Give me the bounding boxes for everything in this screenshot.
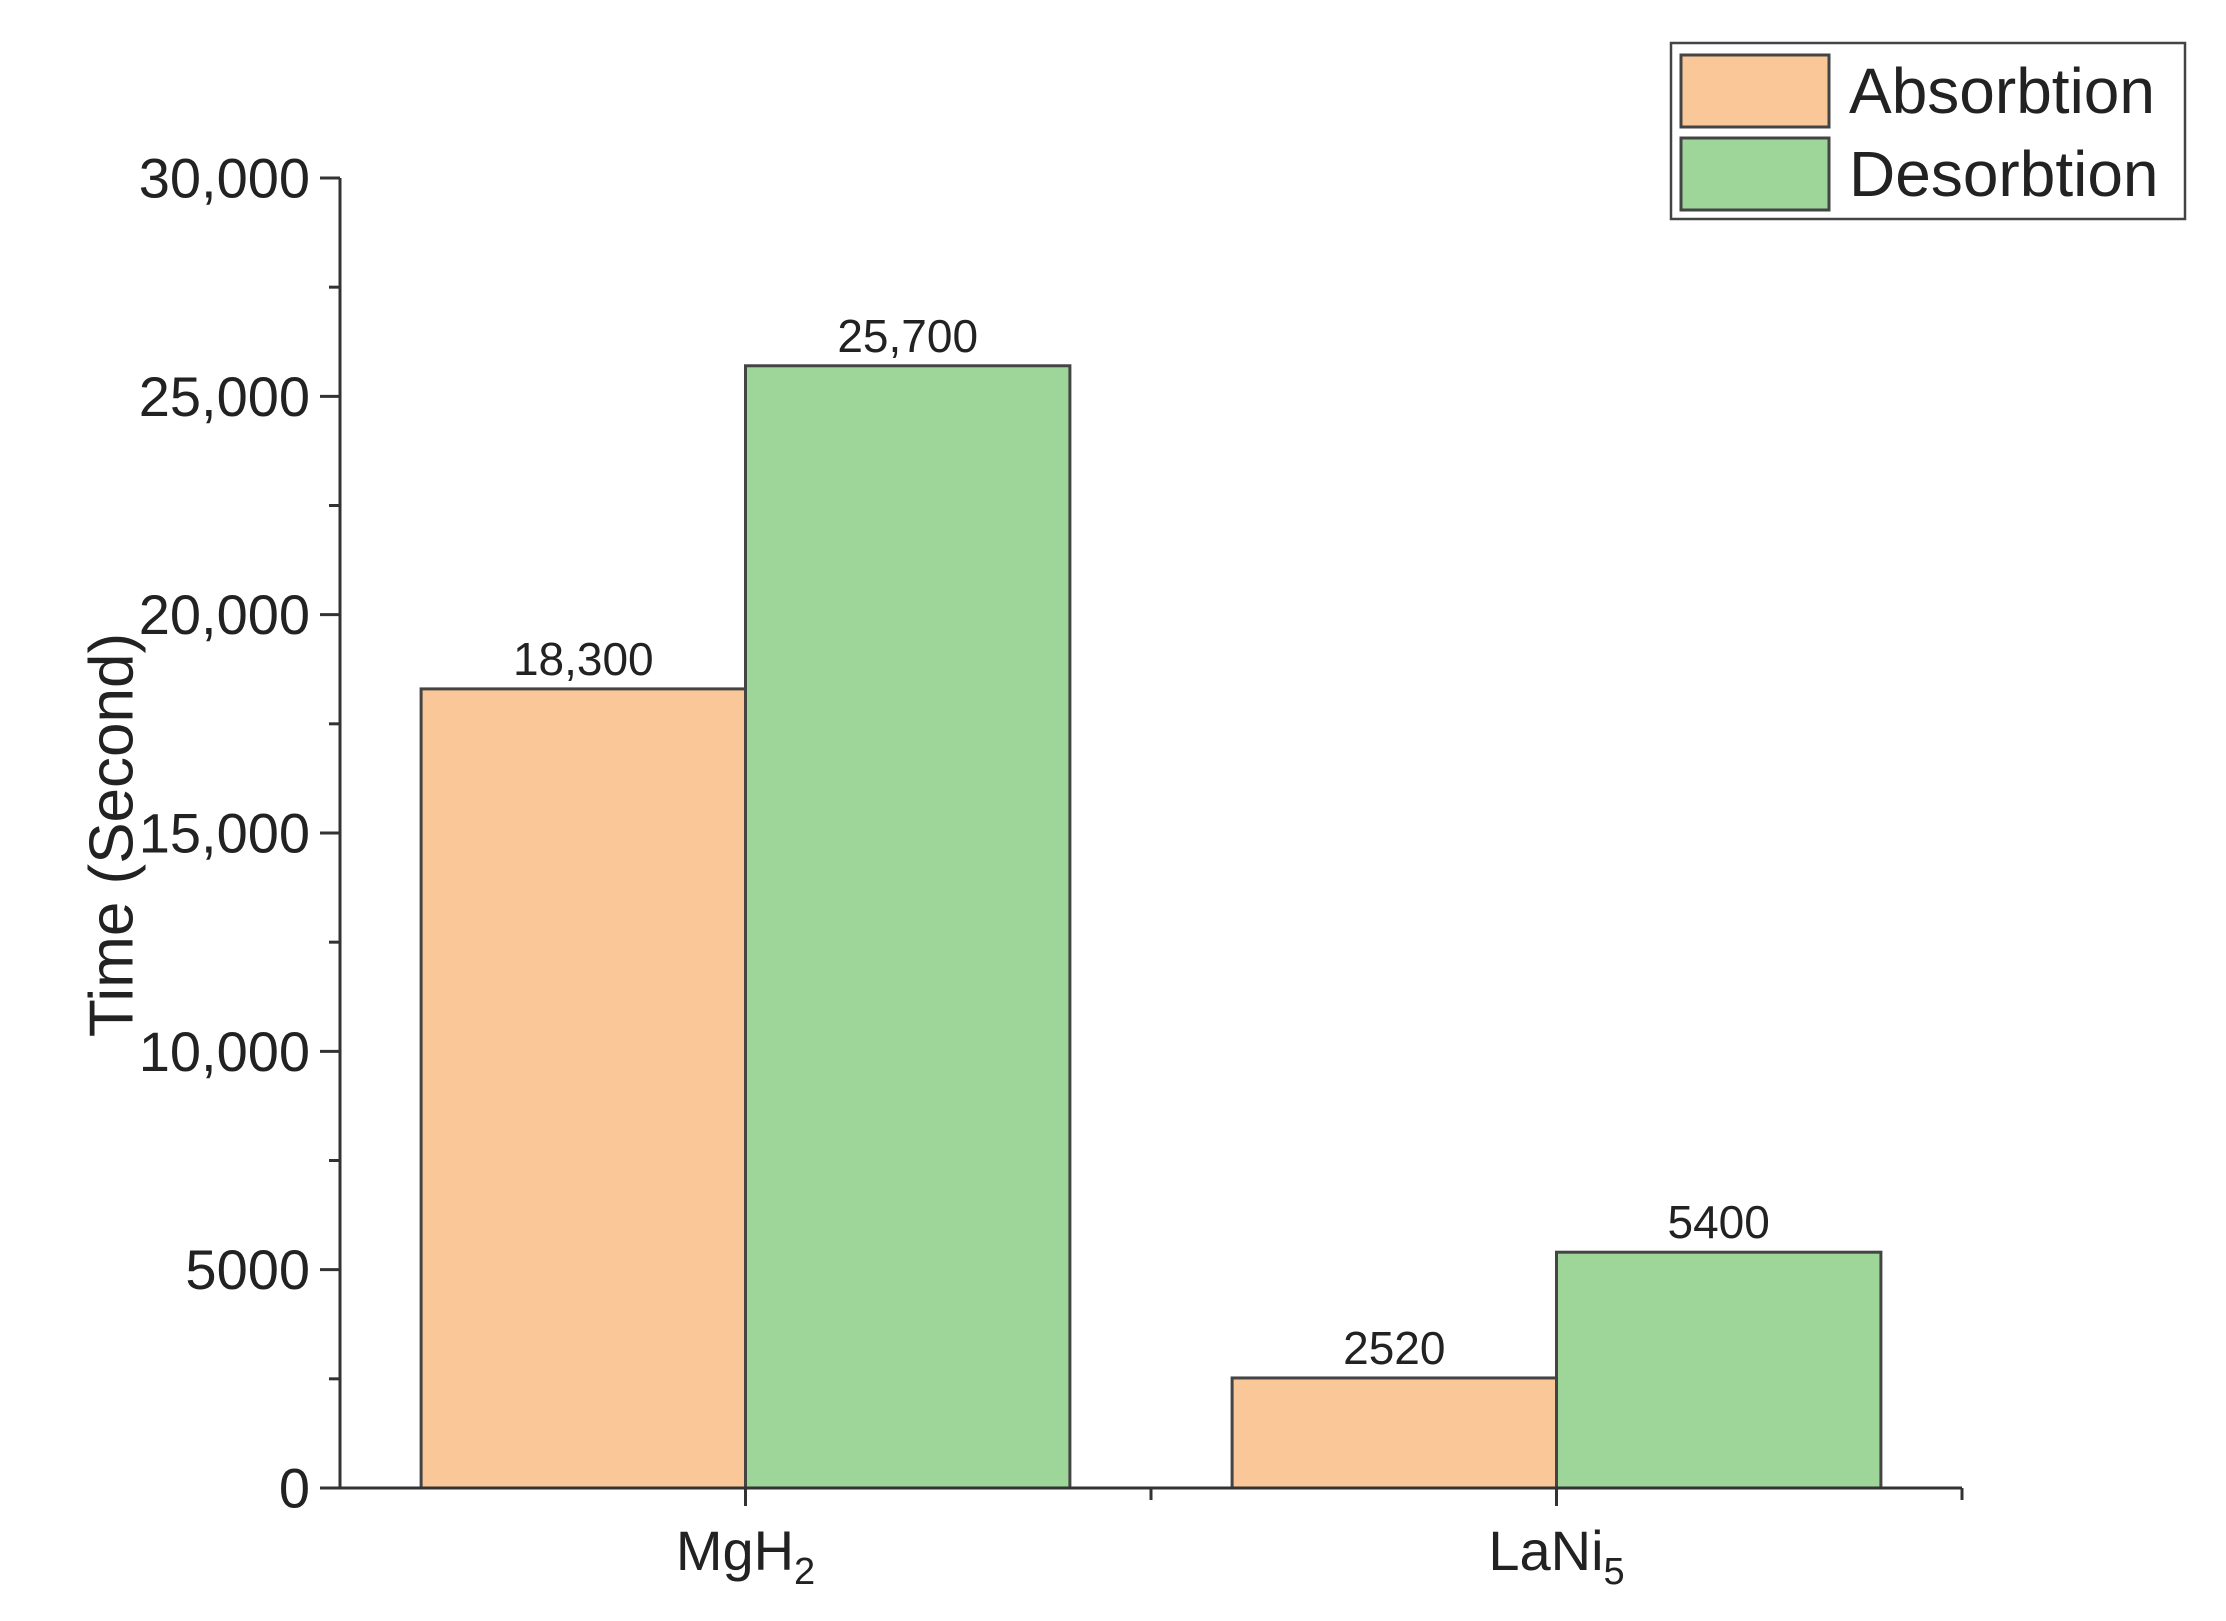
data-label: 25,700 bbox=[837, 310, 978, 362]
data-label: 2520 bbox=[1343, 1322, 1445, 1374]
y-axis-title: Time (Second) bbox=[78, 633, 147, 1037]
y-tick-label: 10,000 bbox=[139, 1020, 310, 1083]
legend-label-desorbtion: Desorbtion bbox=[1849, 138, 2159, 210]
x-category-label: MgH2 bbox=[676, 1519, 815, 1593]
y-tick-label: 20,000 bbox=[139, 583, 310, 646]
data-labels-group: 18,300 25,700 2520 5400 bbox=[513, 310, 1770, 1374]
legend: Absorbtion Desorbtion bbox=[1669, 41, 2187, 221]
legend-swatch-absorbtion bbox=[1679, 53, 1831, 129]
y-tick-label: 0 bbox=[279, 1457, 310, 1520]
y-tick-label: 30,000 bbox=[139, 147, 310, 210]
bar-absorbtion-0 bbox=[419, 687, 747, 1490]
legend-label-absorbtion: Absorbtion bbox=[1849, 55, 2155, 127]
bars-group bbox=[419, 364, 1883, 1490]
x-ticks-group: MgH2 LaNi5 bbox=[676, 1488, 1964, 1593]
bar-absorbtion-1 bbox=[1230, 1376, 1558, 1490]
data-label: 5400 bbox=[1668, 1196, 1770, 1248]
bar-desorbtion-1 bbox=[1555, 1250, 1883, 1490]
data-label: 18,300 bbox=[513, 633, 654, 685]
x-category-label: LaNi5 bbox=[1488, 1519, 1624, 1593]
y-ticks-group: 0 5000 10,000 15,000 20,000 25,000 30,000 bbox=[139, 147, 340, 1520]
y-tick-label: 5000 bbox=[185, 1238, 310, 1301]
y-tick-label: 15,000 bbox=[139, 802, 310, 865]
legend-swatch-desorbtion bbox=[1679, 136, 1831, 212]
y-tick-label: 25,000 bbox=[139, 365, 310, 428]
bar-desorbtion-0 bbox=[744, 364, 1072, 1490]
